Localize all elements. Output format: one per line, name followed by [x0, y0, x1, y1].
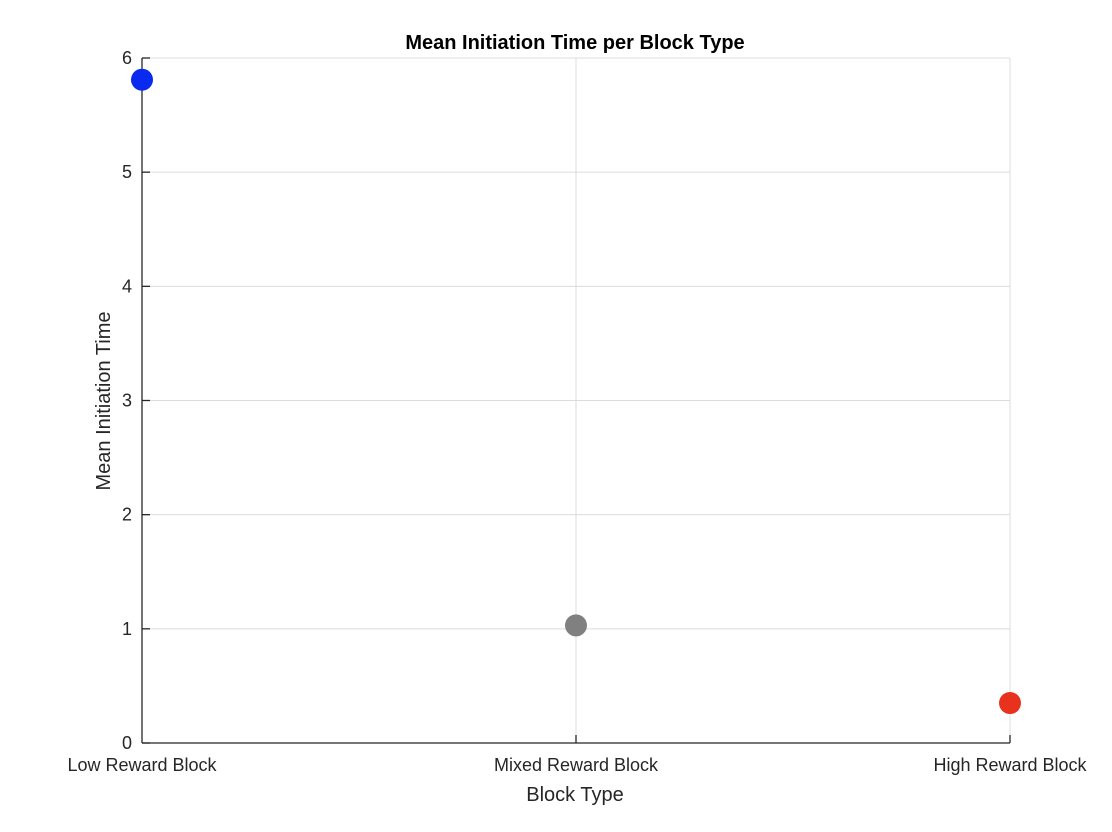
y-tick-label: 5: [122, 162, 132, 182]
y-axis-ticks: 0 1 2 3 4 5 6: [122, 48, 150, 753]
y-tick-label: 4: [122, 276, 132, 296]
x-tick-label: High Reward Block: [933, 755, 1087, 775]
y-tick-label: 3: [122, 391, 132, 411]
x-tick-label: Mixed Reward Block: [494, 755, 659, 775]
data-point: [999, 692, 1021, 715]
x-axis-label: Block Type: [526, 784, 623, 806]
chart-title: Mean Initiation Time per Block Type: [405, 32, 744, 54]
y-axis-label: Mean Initiation Time: [93, 312, 115, 491]
grid: [142, 57, 1011, 743]
y-tick-label: 1: [122, 619, 132, 639]
x-tick-label: Low Reward Block: [67, 755, 217, 775]
y-tick-label: 6: [122, 48, 132, 68]
data-point: [131, 68, 153, 91]
y-tick-label: 2: [122, 505, 132, 525]
data-points: [131, 68, 1021, 715]
x-axis-ticks: Low Reward Block Mixed Reward Block High R…: [67, 735, 1088, 775]
y-tick-label: 0: [122, 733, 132, 753]
data-point: [565, 614, 587, 637]
